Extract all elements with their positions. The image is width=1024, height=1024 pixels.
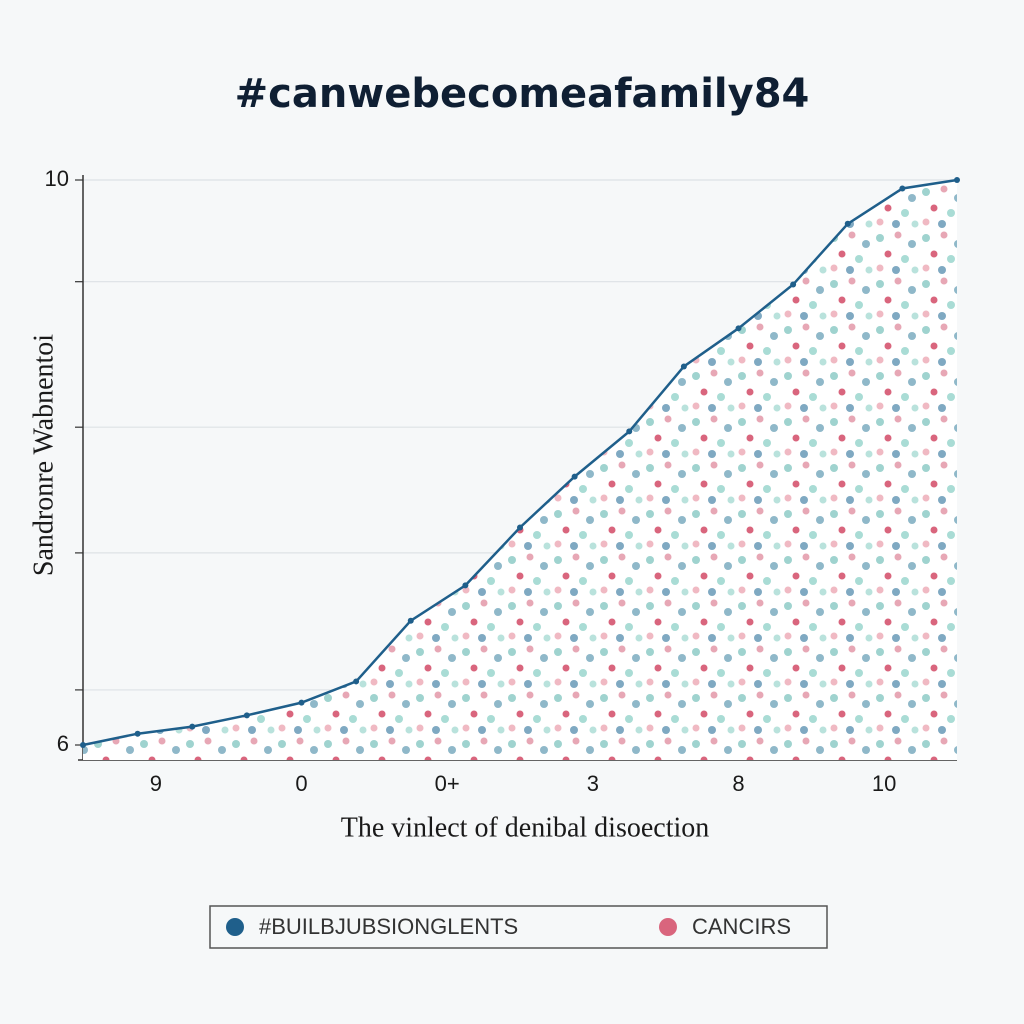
y-axis-title: Sandronre Wabnentoi (28, 334, 59, 576)
legend: #BUILBJUBSIONGLENTS CANCIRS (209, 905, 828, 949)
x-tick-label: 10 (872, 771, 896, 796)
point (954, 177, 960, 183)
point (680, 363, 687, 370)
plot-area: 6 10 9 0 0+ 3 8 10 (45, 166, 960, 796)
x-axis-title: The vinlect of denibal disoection (341, 812, 710, 843)
x-tick-label: 0+ (435, 771, 460, 796)
point (243, 712, 250, 719)
legend-marker (659, 918, 677, 936)
y-tick-label: 6 (57, 731, 69, 756)
point (80, 742, 86, 748)
point (571, 473, 578, 480)
legend-box (209, 905, 828, 949)
y-tick-label: 10 (45, 166, 69, 191)
point (790, 281, 797, 288)
point (407, 617, 414, 624)
point (517, 524, 523, 531)
legend-label: #BUILBJUBSIONGLENTS (259, 914, 518, 939)
point (353, 678, 360, 685)
point (189, 723, 196, 730)
legend-label: CANCIRS (692, 914, 791, 939)
point (735, 325, 742, 332)
legend-marker (226, 918, 244, 936)
x-tick-label: 8 (732, 771, 744, 796)
x-tick-label: 0 (295, 771, 307, 796)
point (844, 220, 851, 227)
point (899, 185, 906, 192)
area-fill (83, 180, 957, 760)
x-tick-label: 9 (150, 771, 162, 796)
point (626, 428, 633, 435)
point (298, 699, 305, 706)
point (462, 582, 469, 589)
x-tick-label: 3 (587, 771, 599, 796)
point (134, 730, 141, 737)
chart-title: #canwebecomeafamily84 (235, 71, 810, 117)
